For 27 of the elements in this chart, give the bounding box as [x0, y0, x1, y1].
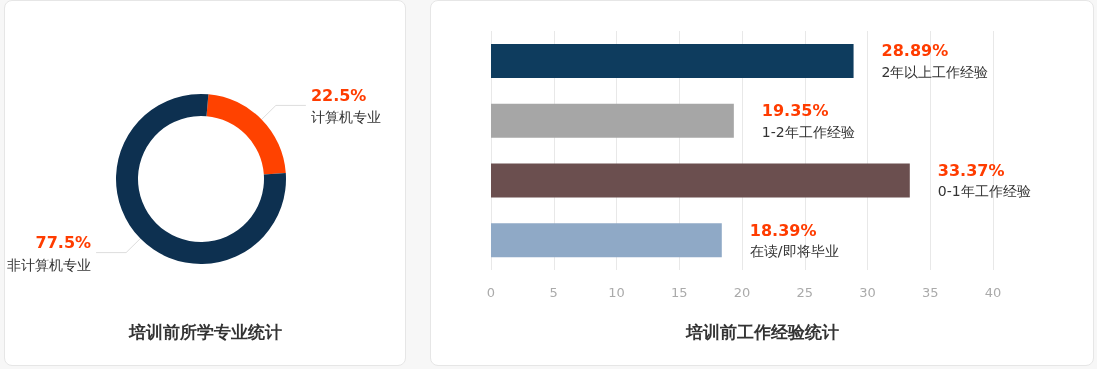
text: 培训前所学专业统计: [127, 321, 282, 342]
slice-label: 计算机专业: [310, 109, 381, 126]
bar: [491, 103, 734, 138]
x-tick-label: 40: [984, 285, 1002, 300]
x-tick-label: 5: [549, 285, 558, 300]
y-tick-label: 2年以上工作经验: [881, 63, 989, 80]
data-label: 77.5%: [35, 233, 92, 253]
x-tick-label: 30: [859, 285, 876, 300]
x-tick-label: 0: [486, 285, 496, 300]
data-label: 28.89%: [881, 41, 949, 61]
x-tick-label: 35: [921, 285, 939, 300]
y-tick-label: 0-1年工作经验: [937, 183, 1031, 200]
y-tick-label: 1-2年工作经验: [761, 123, 855, 140]
data-label: 33.37%: [937, 160, 1005, 180]
data-label: 18.39%: [749, 220, 817, 240]
slice-label: 非计算机专业: [7, 256, 92, 273]
x-tick-label: 20: [733, 285, 751, 300]
bar: [491, 43, 854, 78]
text: 培训前工作经验统计: [684, 321, 839, 342]
bar: [491, 163, 910, 198]
x-tick-label: 25: [796, 285, 814, 300]
data-label: 19.35%: [761, 101, 829, 121]
data-label: 22.5%: [310, 85, 367, 105]
y-tick-label: 在读/即将毕业: [749, 243, 839, 260]
bar: [491, 223, 722, 258]
x-tick-label: 10: [608, 285, 625, 300]
x-tick-label: 15: [670, 285, 688, 300]
